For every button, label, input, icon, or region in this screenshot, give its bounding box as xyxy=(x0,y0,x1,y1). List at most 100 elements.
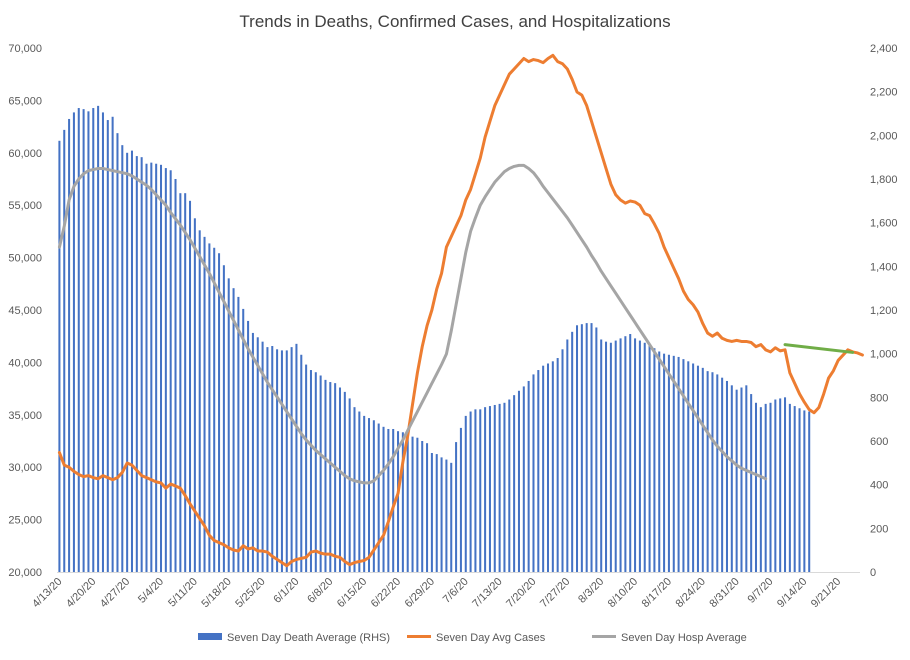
left-tick-label: 20,000 xyxy=(8,567,42,579)
right-tick-label: 1,800 xyxy=(870,174,898,186)
death-bar xyxy=(440,457,443,573)
death-bar xyxy=(556,358,559,572)
right-tick-label: 400 xyxy=(870,480,888,492)
x-tick-label: 9/21/20 xyxy=(809,576,843,610)
death-bar xyxy=(135,156,138,572)
death-bar xyxy=(648,344,651,572)
death-bar xyxy=(280,350,283,572)
death-bar xyxy=(276,349,279,572)
death-bar xyxy=(464,415,467,572)
death-bar xyxy=(619,338,622,572)
death-bar xyxy=(682,359,685,573)
left-tick-label: 35,000 xyxy=(8,410,42,422)
death-bar xyxy=(63,129,66,573)
death-bar xyxy=(237,296,240,572)
death-bar xyxy=(624,336,627,572)
death-bar xyxy=(484,407,487,572)
death-bar xyxy=(793,406,796,572)
x-tick-label: 5/25/20 xyxy=(233,576,267,610)
death-bar xyxy=(455,442,458,572)
death-bar xyxy=(184,193,187,572)
death-bar xyxy=(605,341,608,572)
death-bar xyxy=(590,323,593,572)
right-tick-label: 2,400 xyxy=(870,43,898,55)
right-tick-label: 1,600 xyxy=(870,218,898,230)
right-tick-label: 1,000 xyxy=(870,349,898,361)
death-bar xyxy=(488,406,491,572)
death-bar xyxy=(111,116,114,573)
death-bar xyxy=(266,347,269,572)
death-bar xyxy=(638,340,641,572)
chart-title: Trends in Deaths, Confirmed Cases, and H… xyxy=(239,12,670,31)
death-bar xyxy=(416,437,419,572)
seven-day-avg-cases-line xyxy=(57,53,864,568)
death-bar xyxy=(387,428,390,572)
death-bar xyxy=(367,418,371,572)
death-bar xyxy=(609,342,612,572)
left-tick-label: 40,000 xyxy=(8,357,42,369)
death-bar xyxy=(130,150,133,572)
death-bar xyxy=(372,420,375,572)
death-bar xyxy=(140,157,143,573)
death-bar xyxy=(469,411,472,572)
death-bar xyxy=(571,331,574,572)
x-tick-label: 4/20/20 xyxy=(64,576,98,610)
death-bar xyxy=(213,247,216,572)
death-bar xyxy=(576,325,579,572)
death-bar xyxy=(208,243,211,572)
right-tick-label: 800 xyxy=(870,392,888,404)
x-tick-label: 7/13/20 xyxy=(470,576,504,610)
death-bar xyxy=(745,385,748,572)
death-bar xyxy=(363,415,366,572)
death-bar xyxy=(532,374,535,572)
death-bar xyxy=(121,145,124,572)
death-bar xyxy=(242,308,245,572)
death-bar xyxy=(527,380,530,572)
right-tick-label: 1,400 xyxy=(870,261,898,273)
death-bar xyxy=(189,200,192,572)
death-bar xyxy=(421,441,424,572)
trend-line xyxy=(783,343,855,354)
death-bar xyxy=(672,355,675,572)
death-bar xyxy=(774,399,777,572)
death-bar xyxy=(503,402,506,572)
x-tick-label: 6/15/20 xyxy=(335,576,369,610)
right-tick-label: 200 xyxy=(870,523,888,535)
right-axis: 0 200 400 600 800 1,000 1,200 1,400 1,600 1,800 2,… xyxy=(870,43,898,579)
x-tick-label: 8/31/20 xyxy=(707,576,741,610)
death-bar xyxy=(788,403,791,572)
death-bar xyxy=(198,230,201,572)
death-bar xyxy=(754,402,758,572)
death-bar xyxy=(82,109,85,572)
x-tick-label: 6/8/20 xyxy=(305,576,335,606)
death-bar xyxy=(358,411,361,572)
left-tick-label: 45,000 xyxy=(8,305,42,317)
death-bar xyxy=(150,162,153,573)
death-bar xyxy=(285,350,288,572)
x-tick-label: 6/29/20 xyxy=(403,576,437,610)
death-bar xyxy=(397,431,400,572)
legend-label: Seven Day Avg Cases xyxy=(436,632,546,644)
right-tick-label: 1,200 xyxy=(870,305,898,317)
left-tick-label: 30,000 xyxy=(8,462,42,474)
death-bar xyxy=(334,383,337,572)
death-bar xyxy=(218,253,221,573)
death-bar xyxy=(614,340,617,572)
x-tick-label: 9/7/20 xyxy=(746,576,776,606)
x-axis: 4/13/20 4/20/20 4/27/20 5/4/20 5/11/20 5/18/2… xyxy=(30,572,860,610)
death-bar xyxy=(701,367,704,572)
left-tick-label: 25,000 xyxy=(8,515,42,527)
right-tick-label: 2,200 xyxy=(870,87,898,99)
death-bar xyxy=(798,408,801,572)
death-bar xyxy=(92,108,95,572)
left-tick-label: 65,000 xyxy=(8,95,42,107)
legend: Seven Day Death Average (RHS) Seven Day A… xyxy=(198,632,747,644)
death-bar xyxy=(348,398,351,572)
death-bar xyxy=(784,397,787,572)
death-bar xyxy=(193,218,196,573)
death-bar xyxy=(764,403,767,572)
death-bar xyxy=(711,372,714,572)
death-bar xyxy=(256,337,259,572)
death-bar xyxy=(72,112,75,572)
death-bar xyxy=(271,346,274,572)
